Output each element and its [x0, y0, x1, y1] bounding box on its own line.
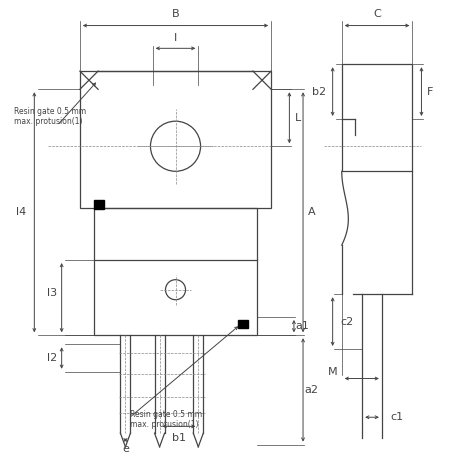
- Text: A: A: [308, 207, 315, 217]
- Text: F: F: [427, 87, 433, 97]
- Text: I: I: [174, 33, 177, 43]
- Bar: [238, 320, 248, 328]
- Text: b1: b1: [172, 433, 186, 443]
- Text: Resin gate 0.5 mm
max. protusion(1): Resin gate 0.5 mm max. protusion(1): [14, 107, 86, 126]
- Bar: [93, 208, 257, 335]
- Text: c1: c1: [390, 412, 403, 422]
- Bar: [80, 71, 271, 208]
- Bar: [93, 201, 103, 209]
- Text: l2: l2: [47, 353, 57, 363]
- Text: L: L: [294, 113, 301, 123]
- Text: a1: a1: [295, 321, 309, 331]
- Text: l4: l4: [16, 207, 26, 217]
- Text: b2: b2: [312, 87, 326, 97]
- Text: c2: c2: [341, 317, 354, 326]
- Text: M: M: [328, 366, 337, 377]
- Text: l3: l3: [47, 288, 57, 298]
- Bar: [342, 64, 412, 171]
- Text: a2: a2: [304, 385, 318, 395]
- Text: B: B: [172, 9, 179, 19]
- Text: e: e: [122, 444, 129, 454]
- Text: C: C: [373, 9, 381, 19]
- Text: Resin gate 0.5 mm
max. protusion(1): Resin gate 0.5 mm max. protusion(1): [130, 410, 202, 429]
